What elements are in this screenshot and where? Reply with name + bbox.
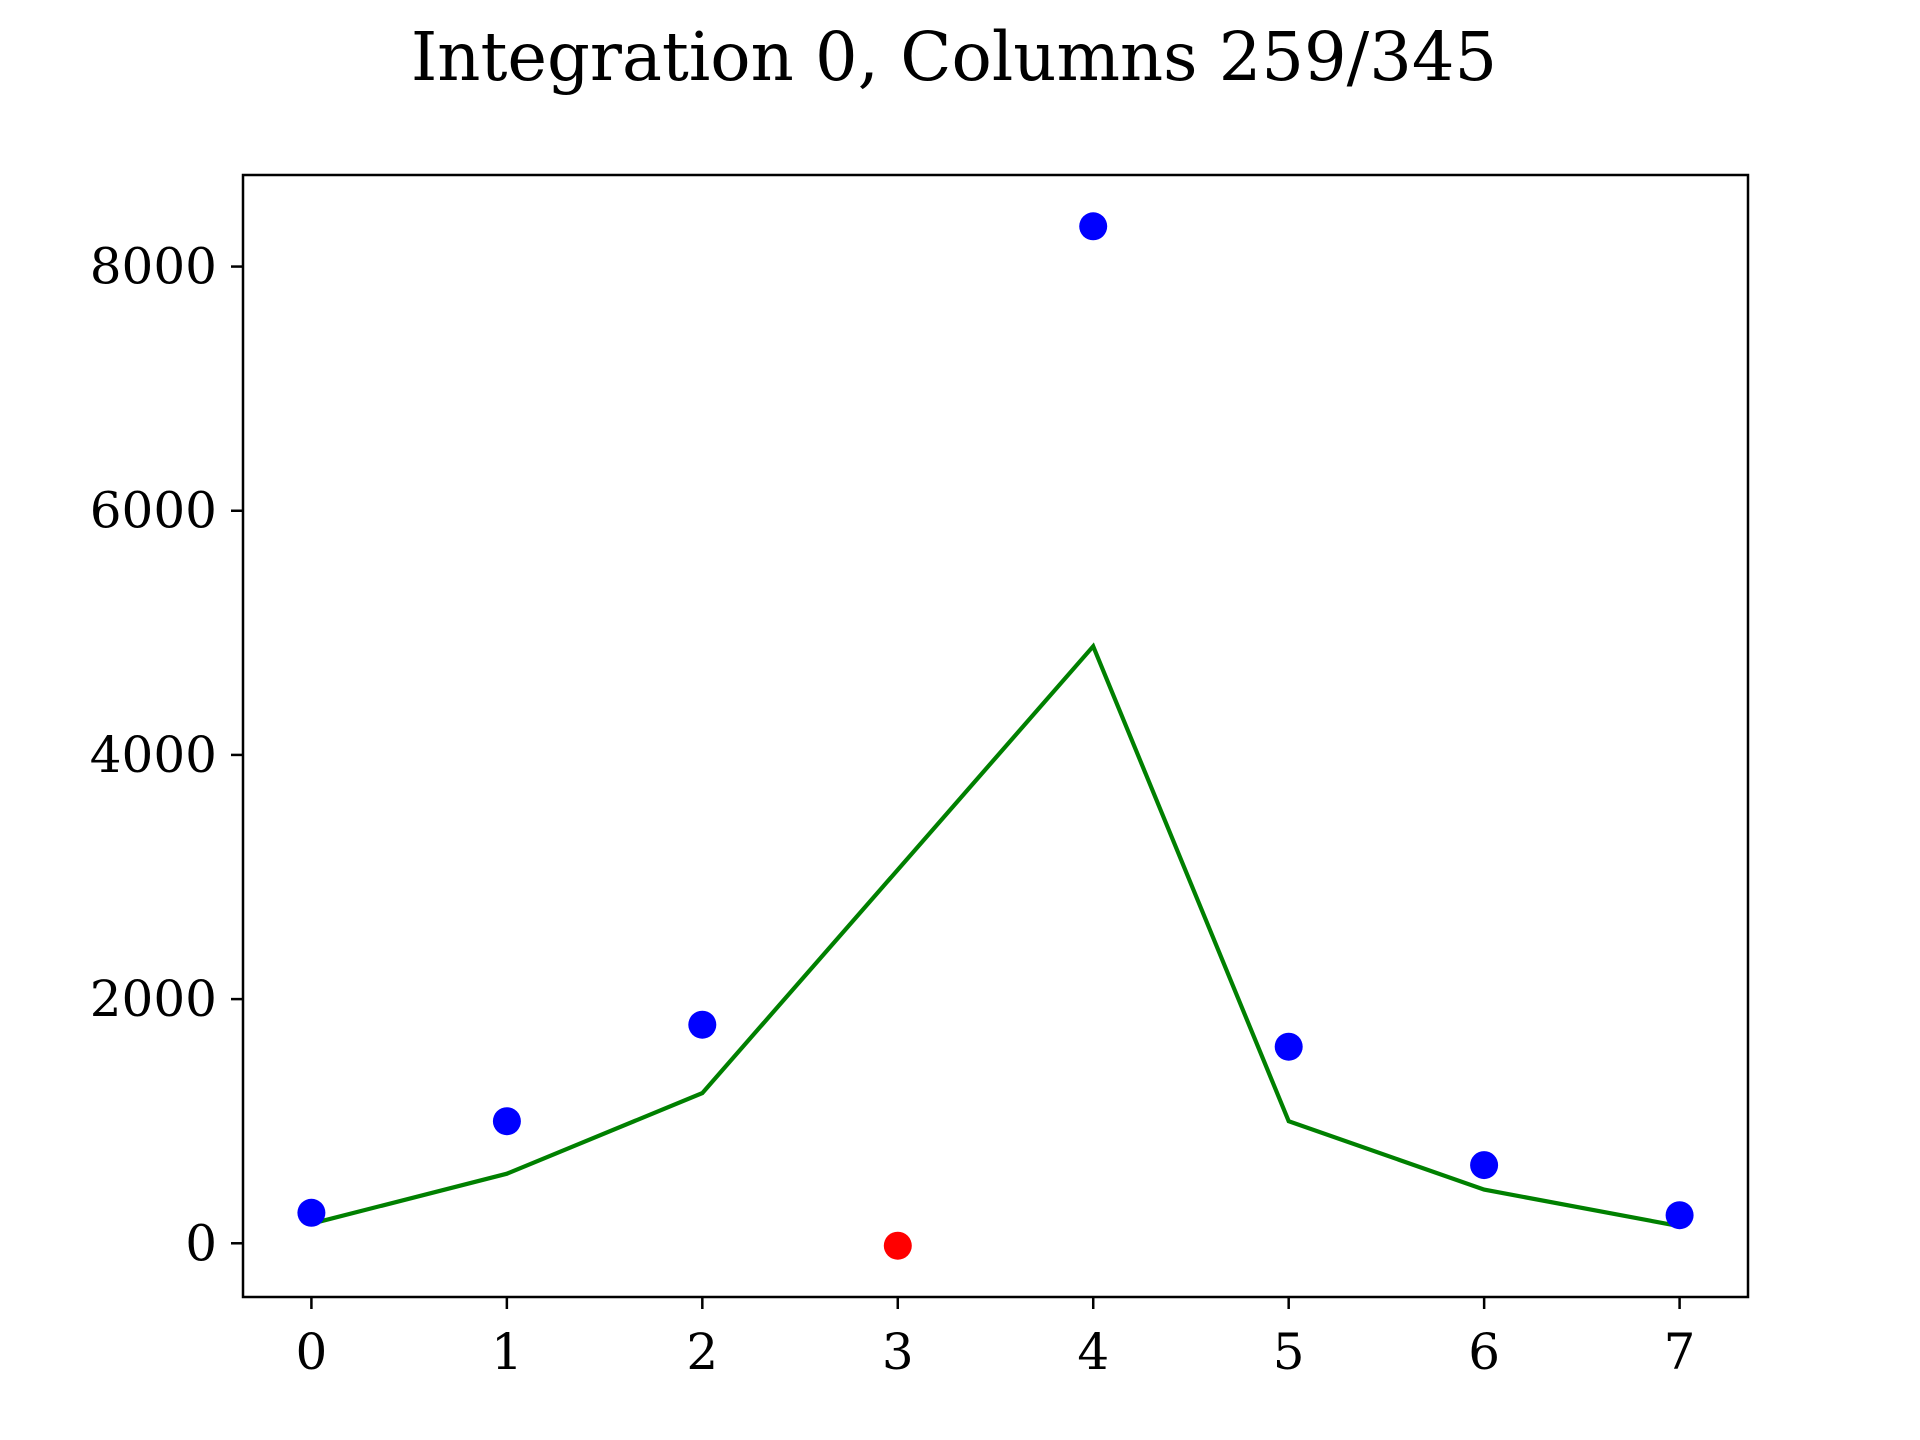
y-tick-label: 4000 <box>90 726 217 784</box>
x-tick-label: 4 <box>1077 1323 1109 1381</box>
data-point <box>492 1107 521 1136</box>
x-tick-label: 3 <box>882 1323 914 1381</box>
data-point <box>1470 1151 1499 1180</box>
x-tick-label: 6 <box>1468 1323 1500 1381</box>
data-point <box>1665 1201 1694 1230</box>
data-point <box>1274 1032 1303 1061</box>
x-axis: 0 1 2 3 4 5 6 7 <box>296 1297 1696 1381</box>
data-point <box>688 1010 717 1039</box>
y-tick-label: 0 <box>185 1214 217 1272</box>
data-point <box>297 1198 326 1227</box>
data-point <box>883 1231 912 1260</box>
y-tick-label: 2000 <box>90 970 217 1028</box>
series-line <box>310 642 1680 1229</box>
x-tick-label: 7 <box>1664 1323 1696 1381</box>
plot-area <box>297 212 1694 1260</box>
y-tick-label: 8000 <box>90 238 217 296</box>
x-tick-label: 0 <box>296 1323 328 1381</box>
x-tick-label: 2 <box>686 1323 718 1381</box>
x-tick-label: 1 <box>491 1323 523 1381</box>
x-tick-label: 5 <box>1273 1323 1305 1381</box>
data-point <box>1079 212 1108 241</box>
plot-frame <box>241 173 1750 1299</box>
chart-title: Integration 0, Columns 259/345 <box>411 18 1497 96</box>
y-axis: 0 2000 4000 6000 8000 <box>90 238 243 1272</box>
y-tick-label: 6000 <box>90 482 217 540</box>
